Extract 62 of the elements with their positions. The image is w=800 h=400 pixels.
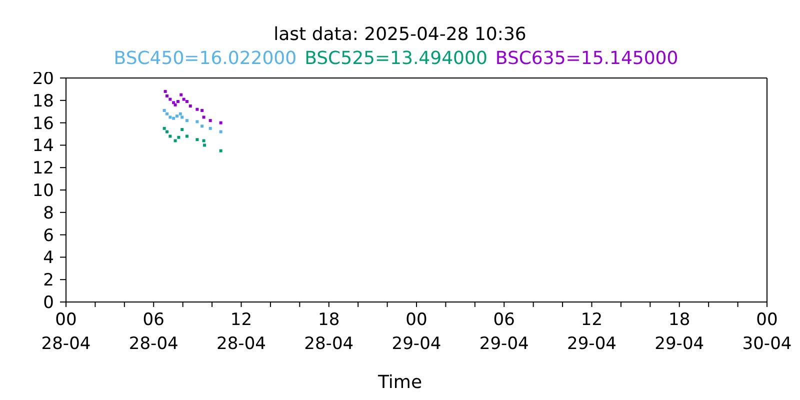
point (174, 139, 177, 142)
text: BSC450=16.022000 (114, 48, 297, 69)
x-tick-label: 00 28-04 (41, 310, 91, 354)
point (202, 139, 206, 142)
text: BSC525=13.494000 (304, 48, 488, 69)
point (219, 149, 222, 152)
y-tick-label: 14 (32, 136, 54, 156)
x-tick-label: 12 28-04 (216, 310, 266, 354)
y-tick-label: 16 (32, 114, 54, 134)
point (172, 116, 176, 120)
point (208, 126, 212, 130)
point (208, 119, 212, 122)
point (168, 116, 172, 119)
point (182, 98, 186, 101)
y-tick-label: 8 (43, 203, 54, 224)
point (168, 134, 172, 138)
text: BSC635=15.145000 (495, 48, 678, 69)
point (180, 128, 184, 132)
x-tick-label: 18 28-04 (304, 310, 354, 354)
point (162, 108, 166, 112)
point (185, 119, 188, 122)
x-tick-label: 06 29-04 (479, 310, 529, 354)
y-tick-label: 0 (43, 293, 54, 313)
y-tick-label: 18 (32, 91, 54, 112)
point (202, 116, 206, 119)
point (166, 130, 169, 134)
point (166, 112, 169, 116)
point (164, 90, 167, 93)
point (180, 116, 184, 119)
y-tick-label: 6 (43, 226, 54, 246)
x-tick-label: 12 29-04 (567, 310, 616, 354)
point (162, 126, 166, 130)
point (185, 100, 188, 104)
x-tick-label: 18 29-04 (654, 310, 704, 354)
y-tick-label: 2 (43, 270, 54, 291)
point (196, 120, 199, 124)
point (178, 112, 182, 116)
point (175, 114, 178, 118)
point (202, 144, 206, 147)
point (180, 93, 183, 96)
point (219, 121, 222, 124)
point (200, 124, 204, 128)
point (177, 136, 180, 139)
point (200, 108, 204, 112)
chart-title: last data: 2025-04-28 10:36 (272, 23, 528, 47)
point (196, 108, 199, 111)
point (166, 94, 169, 98)
point (196, 138, 199, 142)
y-tick-label: 10 (32, 181, 54, 201)
x-tick-label: 00 30-04 (742, 310, 792, 354)
y-tick-label: 4 (43, 248, 54, 268)
point (176, 100, 180, 104)
point (185, 134, 188, 138)
point (174, 103, 177, 106)
x-tick-label: 06 28-04 (128, 310, 178, 354)
x-axis-title: Time (376, 372, 424, 393)
point (172, 101, 176, 104)
y-tick-label: 12 (32, 158, 54, 179)
point (219, 130, 222, 134)
point (168, 98, 172, 101)
x-tick-label: 00 29-04 (392, 310, 442, 354)
point (188, 104, 192, 108)
